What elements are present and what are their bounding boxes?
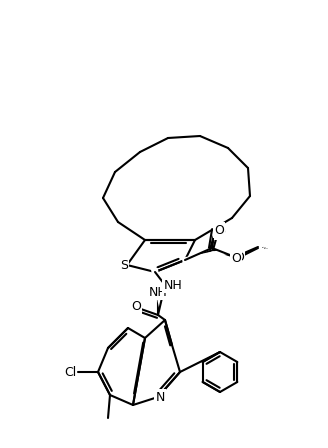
Text: O: O xyxy=(234,250,244,263)
Text: NH: NH xyxy=(149,285,167,298)
Text: O: O xyxy=(214,224,224,237)
Text: O: O xyxy=(215,225,225,238)
Text: methyl: methyl xyxy=(264,247,268,249)
Text: S: S xyxy=(120,258,128,271)
Text: O: O xyxy=(131,300,141,313)
Text: NH: NH xyxy=(164,279,182,292)
Text: O: O xyxy=(129,300,139,313)
Text: N: N xyxy=(155,391,165,404)
Text: Cl: Cl xyxy=(64,366,76,379)
Text: methyl: methyl xyxy=(262,247,267,248)
Text: O: O xyxy=(231,251,241,264)
